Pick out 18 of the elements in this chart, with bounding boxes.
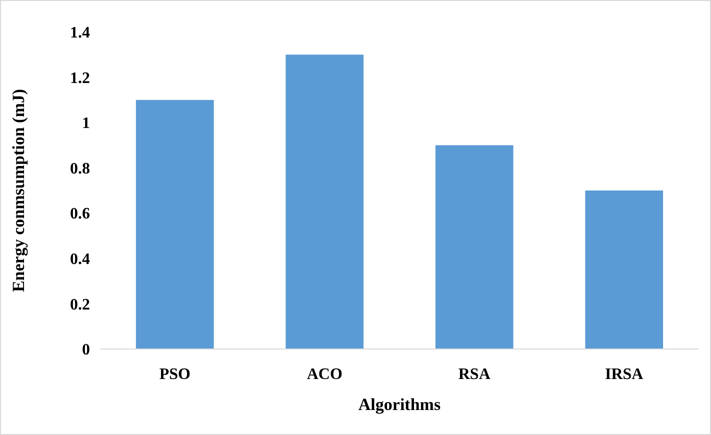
y-axis-title: Energy conmsumption (mJ) [9, 88, 28, 292]
x-tick-label: ACO [306, 366, 342, 383]
y-tick-label: 1 [82, 115, 90, 132]
x-axis-title: Algorithms [358, 395, 441, 414]
bar [286, 54, 364, 349]
y-tick-label: 0.2 [70, 296, 90, 314]
y-tick-label: 0.6 [70, 206, 90, 223]
x-tick-label: PSO [159, 366, 190, 383]
x-tick-label: RSA [458, 366, 491, 383]
bar [136, 100, 214, 349]
y-tick-label: 0.8 [70, 160, 90, 178]
y-tick-label: 1.4 [70, 24, 90, 42]
y-tick-label: 0.4 [70, 251, 90, 268]
y-tick-label: 0 [82, 342, 90, 359]
bar [435, 145, 514, 349]
x-tick-label: IRSA [605, 366, 644, 383]
y-tick-label: 1.2 [70, 70, 90, 87]
bar [585, 190, 664, 349]
